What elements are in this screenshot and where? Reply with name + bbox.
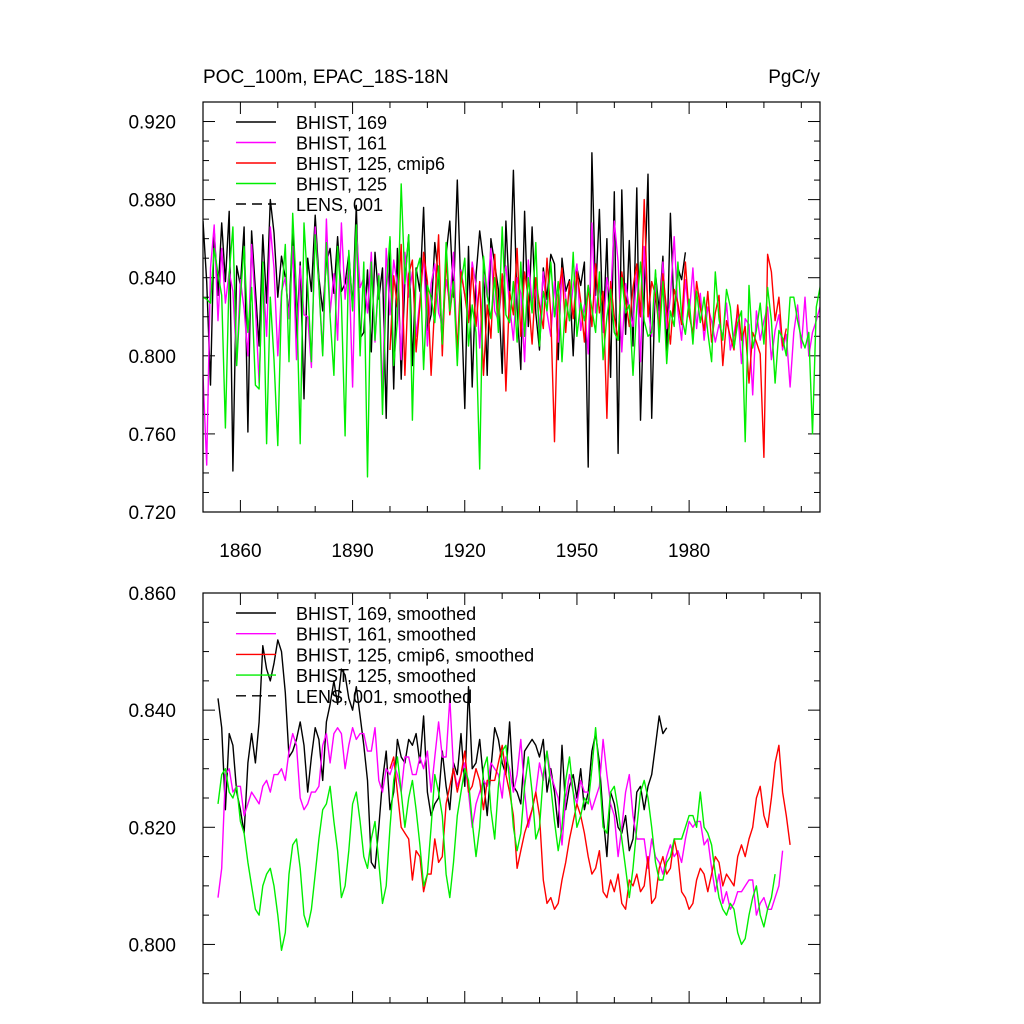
bottom-series-bhist-161-smoothed xyxy=(217,697,784,916)
top-ticks xyxy=(203,101,820,513)
bottom-ticks xyxy=(203,592,820,1004)
top-xtick-label: 1860 xyxy=(219,541,261,562)
bottom-series-bhist-125-smoothed xyxy=(217,727,776,951)
bottom-legend-label: LENS, 001, smoothed xyxy=(296,687,472,707)
top-legend-label: BHIST, 125, cmip6 xyxy=(296,154,445,174)
top-xtick-label: 1920 xyxy=(444,541,486,562)
top-ytick-label: 0.920 xyxy=(128,113,176,134)
top-legend-label: LENS, 001 xyxy=(296,195,383,215)
bottom-legend-label: BHIST, 169, smoothed xyxy=(296,604,476,624)
top-xtick-label: 1980 xyxy=(668,541,710,562)
bottom-series xyxy=(217,639,791,951)
bottom-legend-label: BHIST, 161, smoothed xyxy=(296,625,476,645)
top-chart-units: PgC/y xyxy=(768,67,820,88)
top-series xyxy=(203,152,820,478)
bottom-series-bhist-125-cmip6-smoothed xyxy=(389,744,791,910)
bottom-ytick-label: 0.820 xyxy=(128,818,176,839)
top-legend-label: BHIST, 169 xyxy=(296,113,387,133)
top-ytick-label: 0.760 xyxy=(128,425,176,446)
top-ytick-label: 0.720 xyxy=(128,503,176,524)
bottom-plot-frame xyxy=(202,592,821,1004)
top-ytick-label: 0.880 xyxy=(128,191,176,212)
top-legend-label: BHIST, 161 xyxy=(296,134,387,154)
top-ytick-label: 0.800 xyxy=(128,347,176,368)
top-plot-frame xyxy=(202,101,821,513)
top-chart-title: POC_100m, EPAC_18S-18N xyxy=(203,67,449,88)
top-series-bhist-125 xyxy=(203,183,820,478)
bottom-panel: 0.800 0.820 0.840 0.860 BHIST, 169, smoothed… xyxy=(128,584,821,1004)
bottom-ytick-label: 0.860 xyxy=(128,584,176,605)
bottom-legend-label: BHIST, 125, cmip6, smoothed xyxy=(296,645,534,665)
top-xtick-label: 1950 xyxy=(556,541,598,562)
bottom-ytick-label: 0.840 xyxy=(128,701,176,722)
top-xtick-label: 1890 xyxy=(331,541,373,562)
top-panel: 0.720 0.760 0.800 0.840 0.880 0.920 1860 1890 19… xyxy=(128,101,821,562)
bottom-ytick-label: 0.800 xyxy=(128,935,176,956)
top-legend-label: BHIST, 125 xyxy=(296,175,387,195)
top-ytick-label: 0.840 xyxy=(128,269,176,290)
bottom-legend-label: BHIST, 125, smoothed xyxy=(296,666,476,686)
